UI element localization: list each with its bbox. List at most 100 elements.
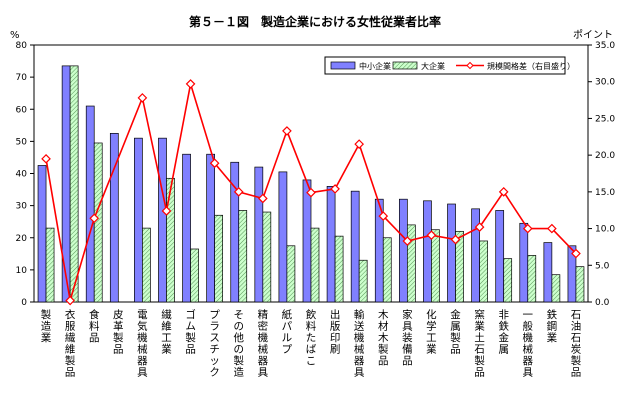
legend-label-large: 大企業 <box>421 61 445 71</box>
gap-point <box>402 236 413 246</box>
gap-point <box>257 193 268 204</box>
category-label: 金属製品 <box>450 308 461 356</box>
bar-large <box>286 245 296 303</box>
category-label: 精密機械器具 <box>258 308 269 379</box>
category-label: 電気機械器具 <box>137 309 148 379</box>
gap-line <box>45 83 577 301</box>
legend-label-sme: 中小企業 <box>359 61 391 71</box>
bar-large <box>262 211 272 303</box>
gap-point <box>426 230 437 241</box>
left-tick-label: 70 <box>16 73 28 83</box>
category-label: 出版印刷 <box>330 308 341 356</box>
bar-large <box>358 259 368 303</box>
bar-large <box>166 177 175 303</box>
category-label: 紙パルプ <box>282 308 293 356</box>
bar-series <box>37 65 585 303</box>
legend-box <box>324 56 566 75</box>
category-label: 繊維工業 <box>161 308 172 356</box>
line-series <box>41 79 581 306</box>
category-label: 衣服繊維製品 <box>65 308 76 379</box>
category-label: 製造業 <box>41 308 52 344</box>
bar-sme <box>447 203 456 303</box>
gap-point <box>282 126 292 136</box>
left-tick-label: 30 <box>16 202 28 212</box>
bar-large <box>431 229 440 303</box>
bar-large <box>503 258 513 303</box>
gap-point <box>137 93 148 103</box>
bar-sme <box>326 186 336 303</box>
category-label: 飲料たばこ <box>306 308 317 367</box>
gap-point <box>185 79 196 89</box>
left-unit-label: % <box>10 30 20 41</box>
category-label: 家具装備品 <box>402 308 413 367</box>
left-tick-label: 80 <box>16 41 28 51</box>
category-label: ゴム製品 <box>185 308 196 356</box>
left-tick-label: 10 <box>16 266 28 276</box>
bar-sme <box>302 179 312 303</box>
legend: 中小企業 大企業 規模間格差（右目盛り） <box>324 56 575 75</box>
bar-large <box>93 142 103 303</box>
category-label: その他の製造 <box>233 309 244 379</box>
gap-point <box>233 187 244 197</box>
bar-sme <box>519 222 529 303</box>
gap-point <box>354 139 365 149</box>
bar-sme <box>206 153 216 303</box>
right-tick-label: 25.0 <box>595 114 615 124</box>
right-tick-label: 10.0 <box>595 225 615 235</box>
left-tick-label: 0 <box>21 298 27 308</box>
bar-large <box>406 224 416 303</box>
bar-large <box>238 210 248 303</box>
bar-large <box>527 255 537 303</box>
category-label: プラスチック <box>209 309 220 379</box>
bar-sme <box>350 190 360 303</box>
bar-large <box>190 248 199 303</box>
bar-large <box>382 237 392 303</box>
category-label: 木材木製品 <box>378 309 389 367</box>
category-label: 窯業土石製品 <box>474 308 485 379</box>
bar-sme <box>109 132 119 303</box>
left-tick-label: 60 <box>16 105 28 115</box>
chart-title: 第５－１図 製造企業における女性従業者比率 <box>189 14 441 29</box>
gap-point <box>89 213 100 224</box>
gap-point <box>571 248 581 259</box>
right-unit-label: ポイント <box>573 29 613 41</box>
bar-large <box>310 227 320 303</box>
right-tick-label: 30.0 <box>595 78 615 88</box>
right-tick-label: 35.0 <box>595 41 615 51</box>
gap-point <box>474 222 485 232</box>
bar-large <box>69 65 79 303</box>
bar-sme <box>182 153 191 303</box>
bar-sme <box>471 208 480 303</box>
left-tick-label: 40 <box>16 170 28 180</box>
gap-point <box>498 187 509 197</box>
bar-sme <box>398 198 408 303</box>
bar-sme <box>278 171 288 303</box>
bar-large <box>334 235 344 303</box>
bar-sme <box>543 242 553 303</box>
bar-sme <box>254 166 264 303</box>
bar-sme <box>37 165 47 303</box>
category-label: 一般機械器具 <box>523 309 534 379</box>
gap-point <box>330 184 340 194</box>
gap-point <box>161 206 172 216</box>
bar-sme <box>61 65 71 303</box>
legend-marker-gap <box>466 61 474 70</box>
bar-sme <box>495 210 505 303</box>
bar-sme <box>423 200 432 303</box>
category-labels: 製造業 衣服繊維製品 食料品 皮革製品 電気機械器具 繊維工業 ゴム製品 プラスチック その他の… <box>41 308 582 379</box>
right-axis: 0.0 5.0 10.0 15.0 20.0 25.0 30.0 35.0 <box>588 41 615 308</box>
gap-point <box>547 223 557 234</box>
left-tick-label: 20 <box>16 234 28 244</box>
bar-sme <box>158 137 167 303</box>
right-tick-label: 20.0 <box>595 151 615 161</box>
category-label: 化学工業 <box>426 308 437 356</box>
bar-large <box>479 240 488 303</box>
gap-point <box>378 211 389 221</box>
category-label: 石油石炭製品 <box>571 309 582 379</box>
gap-point <box>41 153 51 164</box>
gap-point <box>209 158 220 169</box>
legend-label-gap: 規模間格差（右目盛り） <box>487 61 575 71</box>
legend-swatch-sme <box>330 61 356 70</box>
category-label: 輸送機械器具 <box>354 308 365 379</box>
